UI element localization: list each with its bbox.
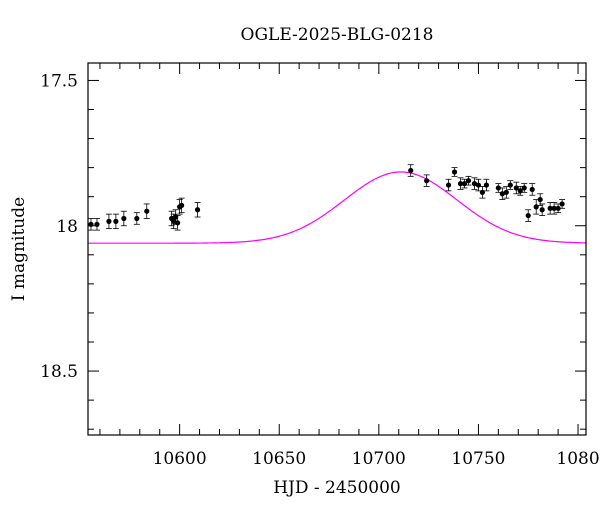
point-marker: [551, 205, 557, 211]
x-tick-label: 10600: [153, 449, 207, 469]
data-point: [479, 186, 486, 199]
data-point: [507, 180, 514, 190]
tick-labels: 10600 10650 10700 10750 1080 17.5 18 18.5: [40, 71, 600, 469]
point-marker: [94, 221, 100, 227]
data-point: [533, 199, 540, 215]
point-marker: [483, 182, 489, 188]
point-marker: [521, 185, 527, 191]
x-tick-label: 10700: [352, 449, 406, 469]
point-marker: [507, 182, 513, 188]
data-point: [194, 202, 201, 218]
data-point: [112, 213, 119, 230]
data-point: [178, 197, 185, 214]
point-marker: [171, 218, 177, 224]
point-marker: [537, 196, 543, 203]
y-axis-label: I magnitude: [9, 197, 29, 301]
point-marker: [465, 178, 472, 184]
point-marker: [559, 201, 565, 207]
data-point: [445, 178, 452, 192]
point-marker: [457, 181, 464, 187]
point-marker: [424, 178, 430, 184]
data-point: [133, 212, 140, 225]
data-point: [143, 203, 150, 219]
point-marker: [194, 207, 201, 213]
data-point: [451, 167, 458, 177]
point-marker: [179, 202, 185, 209]
point-marker: [88, 221, 94, 227]
y-tick-label: 18.5: [40, 362, 78, 382]
x-tick-label: 1080: [556, 449, 599, 469]
axis-ticks: [88, 63, 586, 435]
point-marker: [471, 181, 478, 187]
y-tick-label: 17.5: [40, 71, 78, 91]
point-marker: [499, 191, 505, 197]
data-point: [120, 210, 127, 227]
x-tick-label: 10650: [252, 449, 306, 469]
data-point: [537, 193, 544, 206]
plot-frame: [87, 62, 587, 436]
data-point: [539, 203, 546, 216]
x-axis-label: HJD - 2450000: [273, 478, 401, 498]
data-point: [475, 178, 482, 192]
point-marker: [495, 185, 501, 191]
point-marker: [175, 220, 181, 226]
data-point: [483, 178, 490, 192]
data-point: [423, 174, 430, 187]
model-curve: [88, 171, 587, 244]
data-point: [529, 183, 536, 196]
data-point: [457, 177, 464, 190]
point-marker: [529, 186, 535, 193]
data-points-layer: [87, 164, 566, 231]
data-point: [525, 209, 532, 222]
point-marker: [121, 215, 127, 222]
point-marker: [539, 207, 545, 213]
model-curve-layer: [88, 171, 587, 244]
data-point: [407, 164, 414, 177]
point-marker: [445, 182, 452, 188]
point-marker: [555, 205, 561, 211]
x-tick-label: 10750: [451, 449, 505, 469]
data-point: [521, 183, 528, 193]
point-marker: [106, 218, 112, 224]
point-marker: [451, 169, 458, 175]
data-point: [495, 183, 502, 193]
point-marker: [408, 167, 414, 174]
data-point: [465, 175, 472, 186]
data-point: [513, 181, 520, 195]
point-marker: [144, 208, 150, 214]
point-marker: [525, 212, 531, 219]
y-tick-label: 18: [56, 217, 78, 237]
data-point: [93, 218, 100, 231]
data-point: [174, 215, 181, 231]
point-marker: [113, 218, 119, 224]
data-point: [559, 199, 566, 209]
point-marker: [134, 215, 140, 222]
data-point: [471, 177, 478, 190]
point-marker: [547, 205, 553, 211]
data-point: [87, 218, 94, 231]
data-point: [499, 187, 506, 200]
data-point: [551, 202, 558, 215]
data-point: [105, 213, 112, 230]
chart-title: OGLE-2025-BLG-0218: [241, 25, 434, 45]
data-point: [461, 178, 468, 189]
point-marker: [503, 189, 509, 195]
